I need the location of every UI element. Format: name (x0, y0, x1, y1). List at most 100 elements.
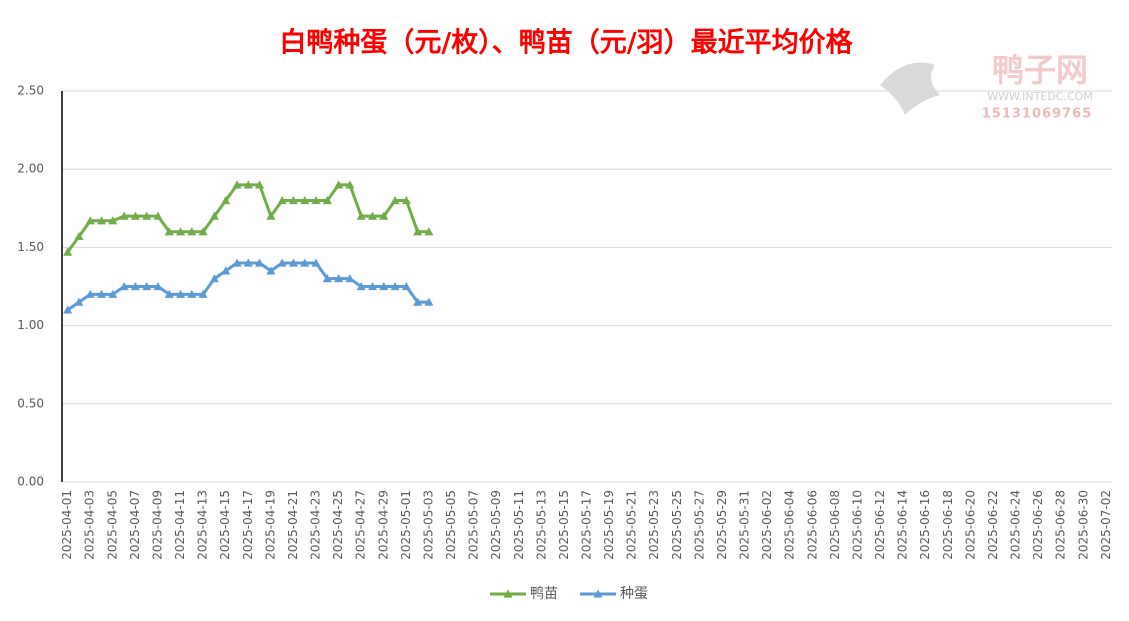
point-marker (97, 289, 107, 298)
y-tick-label: 2.50 (17, 84, 44, 98)
x-tick-label: 2025-06-06 (805, 490, 819, 560)
legend-label: 鸭苗 (530, 586, 558, 602)
point-marker (311, 258, 321, 267)
x-tick-label: 2025-06-04 (783, 490, 797, 560)
point-marker (367, 282, 377, 291)
x-tick-label: 2025-06-22 (986, 490, 1000, 560)
x-tick-label: 2025-05-19 (602, 490, 616, 560)
x-tick-label: 2025-04-17 (241, 490, 255, 560)
x-tick-label: 2025-06-28 (1054, 490, 1068, 560)
x-tick-label: 2025-04-13 (196, 490, 210, 560)
x-tick-label: 2025-05-21 (625, 490, 639, 560)
point-marker (243, 258, 253, 267)
point-marker (108, 216, 118, 225)
point-marker (390, 282, 400, 291)
point-marker (379, 211, 389, 220)
point-marker (334, 180, 344, 189)
point-marker (401, 195, 411, 205)
point-marker (130, 282, 140, 291)
y-tick-label: 1.50 (17, 240, 44, 254)
x-tick-label: 2025-04-21 (286, 490, 300, 560)
point-marker (187, 227, 197, 236)
point-marker (401, 282, 411, 291)
x-tick-label: 2025-05-03 (421, 490, 435, 560)
point-marker (74, 297, 84, 306)
point-marker (300, 195, 310, 205)
point-marker (221, 195, 231, 205)
point-marker (232, 180, 242, 189)
y-tick-label: 0.50 (17, 396, 44, 410)
watermark-url: WWW.INTEDC.COM (987, 90, 1092, 103)
point-marker (198, 227, 208, 236)
x-tick-label: 2025-06-18 (941, 490, 955, 560)
x-tick-label: 2025-05-09 (489, 490, 503, 560)
point-marker (97, 216, 107, 225)
point-marker (243, 180, 253, 189)
x-tick-label: 2025-04-05 (105, 490, 119, 560)
x-tick-label: 2025-05-07 (467, 490, 481, 560)
y-tick-label: 0.00 (17, 475, 44, 489)
point-marker (300, 258, 310, 267)
point-marker (356, 211, 366, 220)
point-marker (288, 258, 298, 267)
x-tick-label: 2025-06-14 (896, 490, 910, 560)
chart-title: 白鸭种蛋（元/枚）、鸭苗（元/羽）最近平均价格 (279, 27, 853, 59)
x-tick-label: 2025-05-05 (444, 490, 458, 560)
point-marker (130, 211, 140, 220)
x-tick-label: 2025-06-08 (828, 490, 842, 560)
point-marker (119, 282, 129, 291)
point-marker (322, 195, 332, 205)
point-marker (142, 282, 152, 291)
point-marker (413, 227, 423, 236)
y-tick-label: 2.00 (17, 162, 44, 176)
point-marker (379, 282, 389, 291)
point-marker (232, 258, 242, 267)
x-tick-label: 2025-04-25 (331, 490, 345, 560)
point-marker (288, 195, 298, 205)
x-tick-label: 2025-06-02 (760, 490, 774, 560)
point-marker (277, 195, 287, 205)
point-marker (63, 247, 73, 256)
point-marker (221, 266, 231, 275)
x-tick-label: 2025-06-20 (963, 490, 977, 560)
x-tick-label: 2025-06-12 (873, 490, 887, 560)
point-marker (424, 227, 434, 236)
x-tick-label: 2025-04-03 (83, 490, 97, 560)
x-tick-label: 2025-04-11 (173, 490, 187, 560)
point-marker (187, 289, 197, 298)
watermark-name: 鸭子网 (992, 51, 1088, 89)
x-tick-label: 2025-04-01 (60, 490, 74, 560)
watermark: 鸭子网 WWW.INTEDC.COM 15131069765 (880, 51, 1093, 122)
point-marker (277, 258, 287, 267)
point-marker (356, 282, 366, 291)
x-tick-label: 2025-06-30 (1076, 490, 1090, 560)
point-marker (255, 258, 265, 267)
x-tick-label: 2025-05-29 (715, 490, 729, 560)
point-marker (164, 227, 174, 236)
legend-marker (593, 589, 603, 598)
point-marker (322, 274, 332, 283)
point-marker (176, 227, 186, 236)
point-marker (85, 216, 95, 225)
point-marker (334, 274, 344, 283)
point-marker (74, 231, 84, 241)
x-tick-label: 2025-05-25 (670, 490, 684, 560)
watermark-logo (880, 62, 940, 115)
point-marker (413, 297, 423, 306)
x-tick-label: 2025-04-15 (218, 490, 232, 560)
point-marker (176, 289, 186, 298)
x-tick-label: 2025-06-26 (1031, 490, 1045, 560)
point-marker (164, 289, 174, 298)
point-marker (311, 195, 321, 205)
point-marker (367, 211, 377, 220)
x-tick-label: 2025-05-23 (647, 490, 661, 560)
x-tick-label: 2025-04-23 (309, 490, 323, 560)
point-marker (153, 211, 163, 220)
point-marker (390, 195, 400, 205)
x-tick-label: 2025-04-19 (263, 490, 277, 560)
point-marker (108, 289, 118, 298)
x-tick-label: 2025-06-16 (918, 490, 932, 560)
x-tick-label: 2025-06-10 (850, 490, 864, 560)
point-marker (266, 266, 276, 275)
